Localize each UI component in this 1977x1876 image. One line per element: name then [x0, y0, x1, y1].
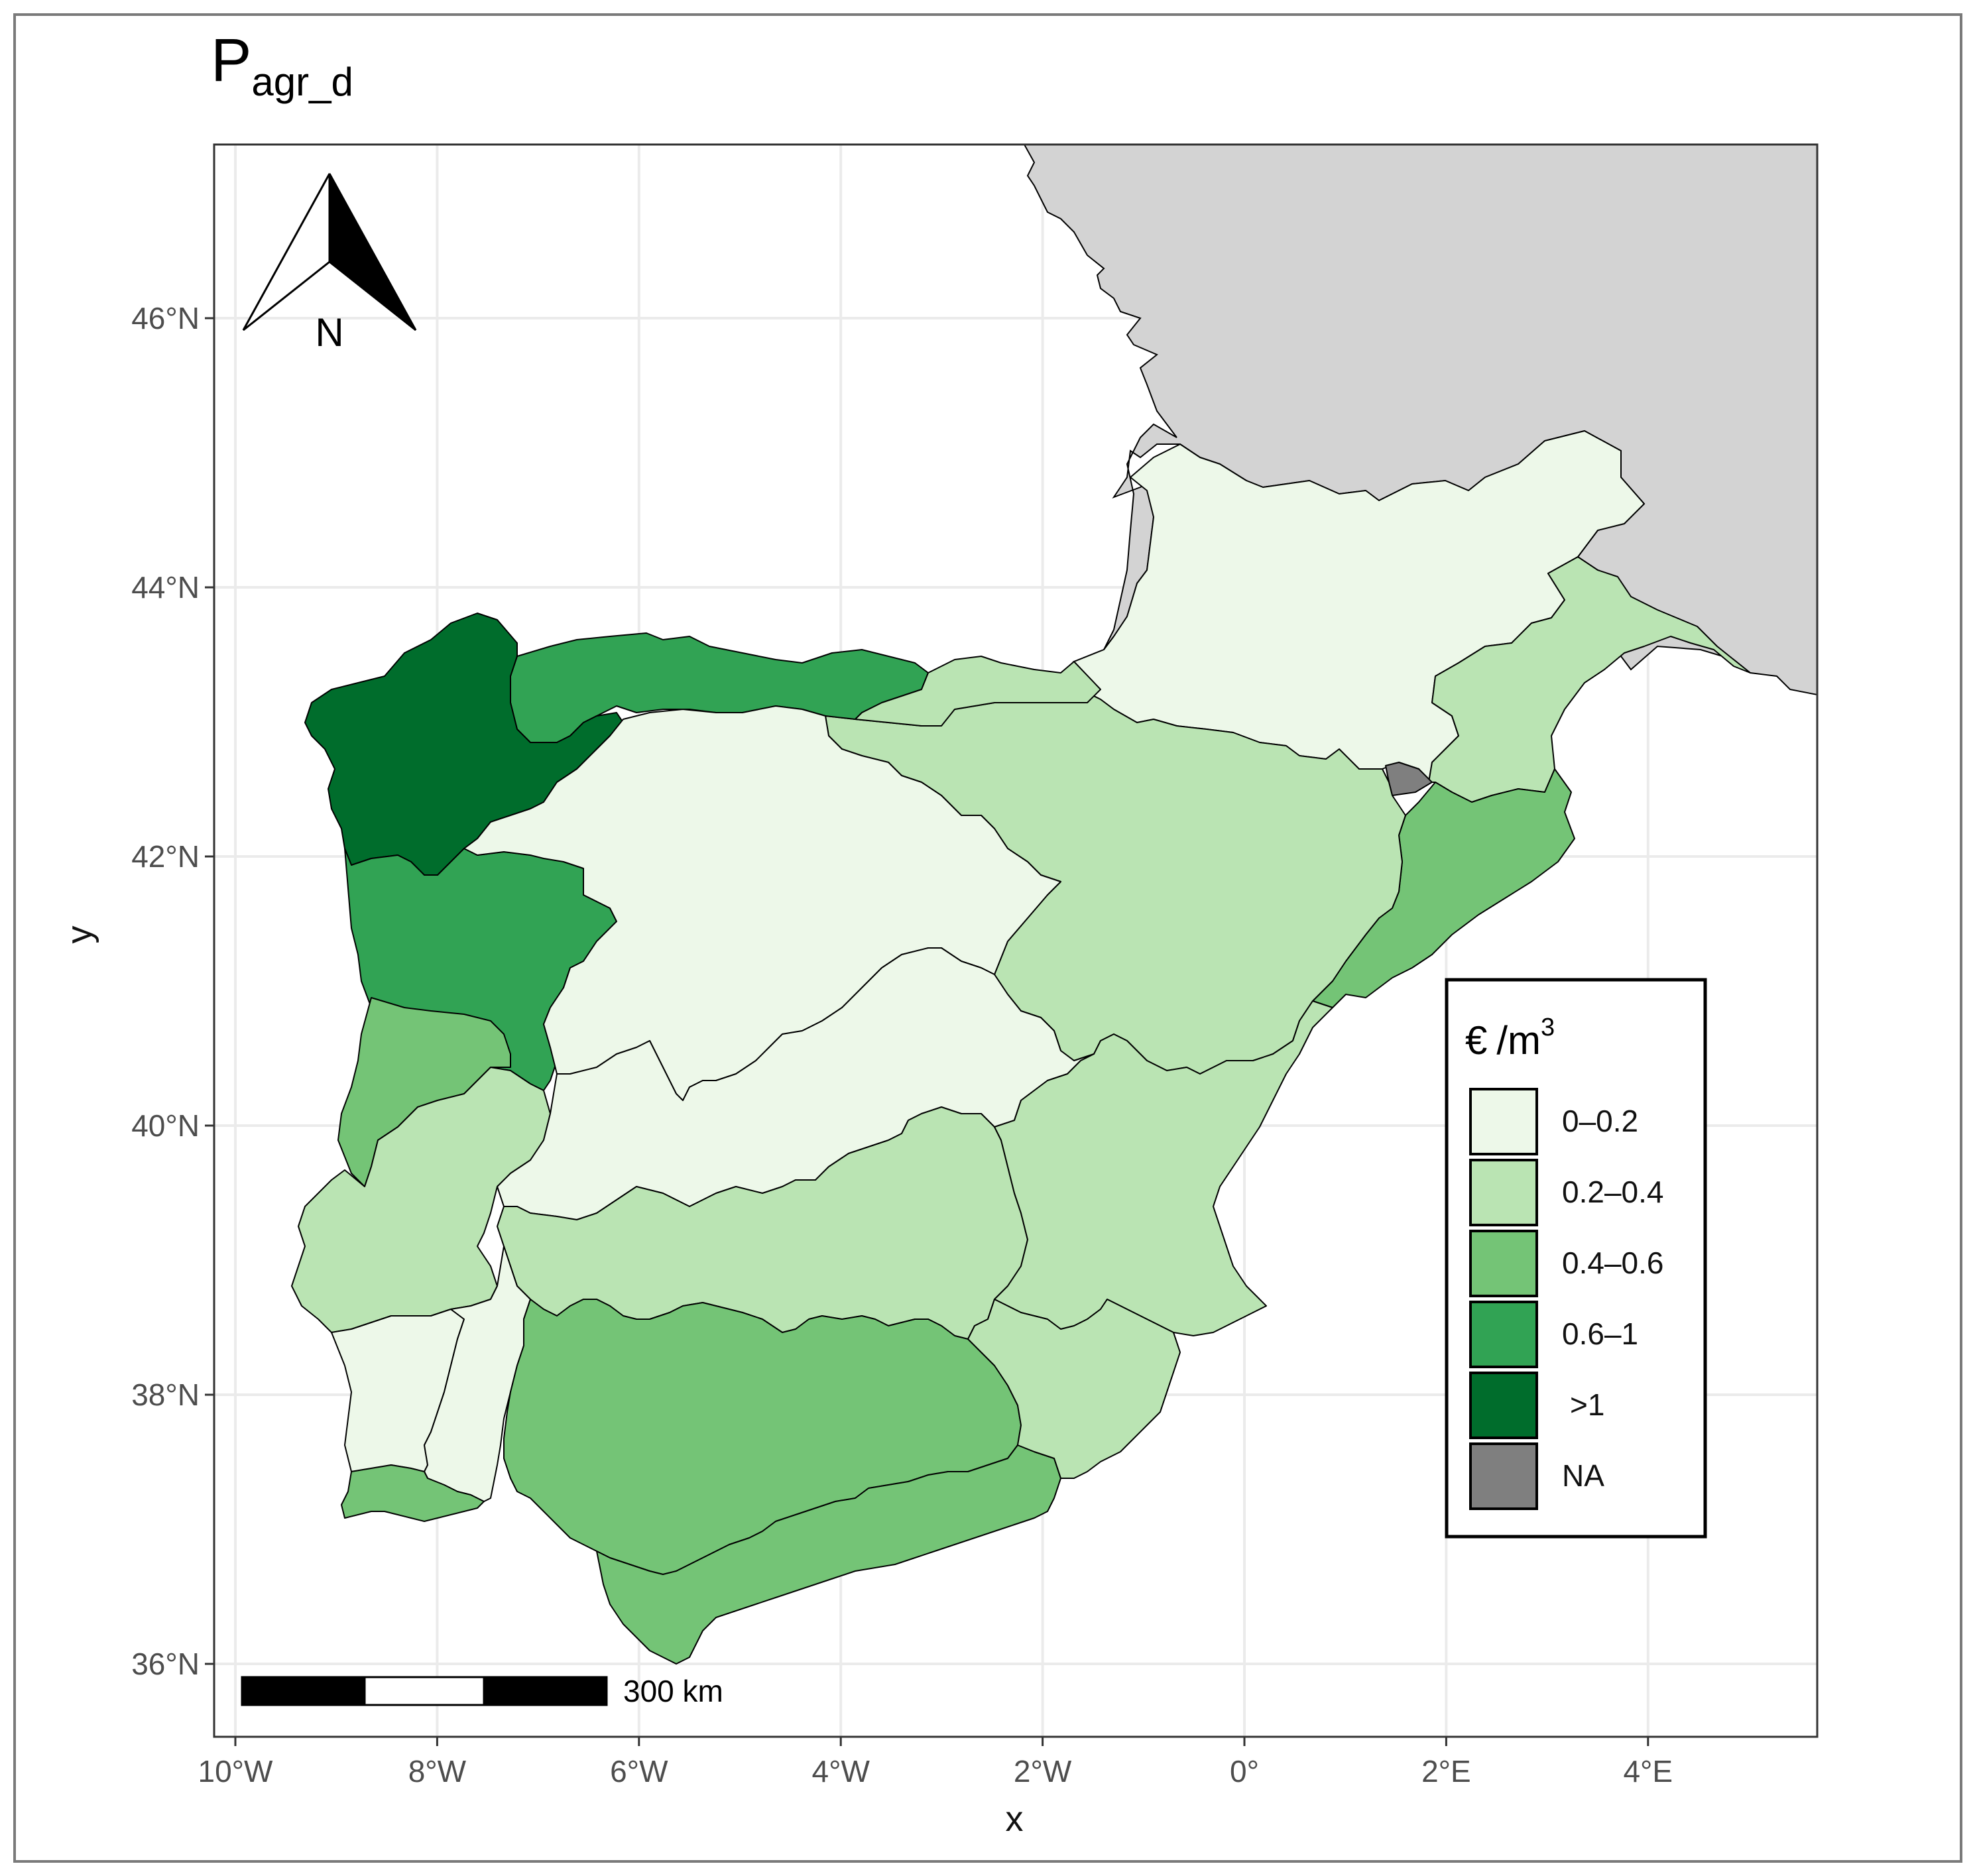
legend-swatch: [1469, 1088, 1538, 1155]
region-segura: [967, 1299, 1181, 1479]
x-tick-label: 6°W: [610, 1754, 668, 1788]
x-tick-label: 8°W: [408, 1754, 467, 1788]
map-regions: [291, 145, 1817, 1665]
y-tick-label: 38°N: [131, 1378, 200, 1412]
legend-swatch: [1469, 1301, 1538, 1368]
legend-label: NA: [1562, 1458, 1604, 1493]
legend-label: 0.6–1: [1562, 1317, 1638, 1351]
legend: €/m3 0–0.2 0.2–0.4 0.4–0.6 0.6–1 >1 NA: [1445, 978, 1707, 1539]
panel-border: [213, 143, 1819, 1738]
x-axis: 10°W 8°W 6°W 4°W 2°W 0° 2°E 4°E: [198, 1737, 1673, 1788]
legend-label: 0–0.2: [1562, 1104, 1638, 1138]
legend-swatch: [1469, 1230, 1538, 1297]
y-tick-label: 42°N: [131, 839, 200, 874]
y-tick-label: 36°N: [131, 1647, 200, 1681]
x-tick-label: 0°: [1230, 1754, 1259, 1788]
region-andalusia-coast: [596, 1444, 1061, 1665]
legend-title: €/m3: [1465, 1014, 1555, 1063]
y-tick-label: 46°N: [131, 301, 200, 335]
legend-swatch: [1469, 1372, 1538, 1439]
x-tick-label: 4°E: [1623, 1754, 1673, 1788]
y-axis-title: y: [60, 926, 99, 944]
legend-swatch: [1469, 1442, 1538, 1510]
legend-label: 0.4–0.6: [1562, 1246, 1663, 1280]
scale-bar-label: 300 km: [623, 1674, 723, 1708]
region-algarve: [341, 1464, 485, 1522]
legend-swatch: [1469, 1159, 1538, 1226]
region-cantabrico-east: [855, 656, 1101, 727]
region-catalonia-north: [1428, 556, 1751, 803]
y-tick-label: 44°N: [131, 570, 200, 605]
north-arrow: N: [242, 173, 417, 355]
x-tick-label: 10°W: [198, 1754, 274, 1788]
map-title: Pagr_d: [211, 27, 353, 104]
x-tick-label: 2°W: [1014, 1754, 1072, 1788]
scale-bar: 300 km: [241, 1674, 723, 1708]
legend-label: 0.2–0.4: [1562, 1175, 1663, 1209]
north-arrow-label: N: [315, 310, 343, 355]
region-guadiana-lower: [424, 1246, 531, 1502]
x-tick-label: 4°W: [811, 1754, 870, 1788]
x-axis-title: x: [1006, 1799, 1024, 1839]
x-tick-label: 2°E: [1421, 1754, 1471, 1788]
legend-label: >1: [1570, 1387, 1604, 1422]
y-axis: 36°N 38°N 40°N 42°N 44°N 46°N: [131, 301, 214, 1681]
y-tick-label: 40°N: [131, 1108, 200, 1143]
